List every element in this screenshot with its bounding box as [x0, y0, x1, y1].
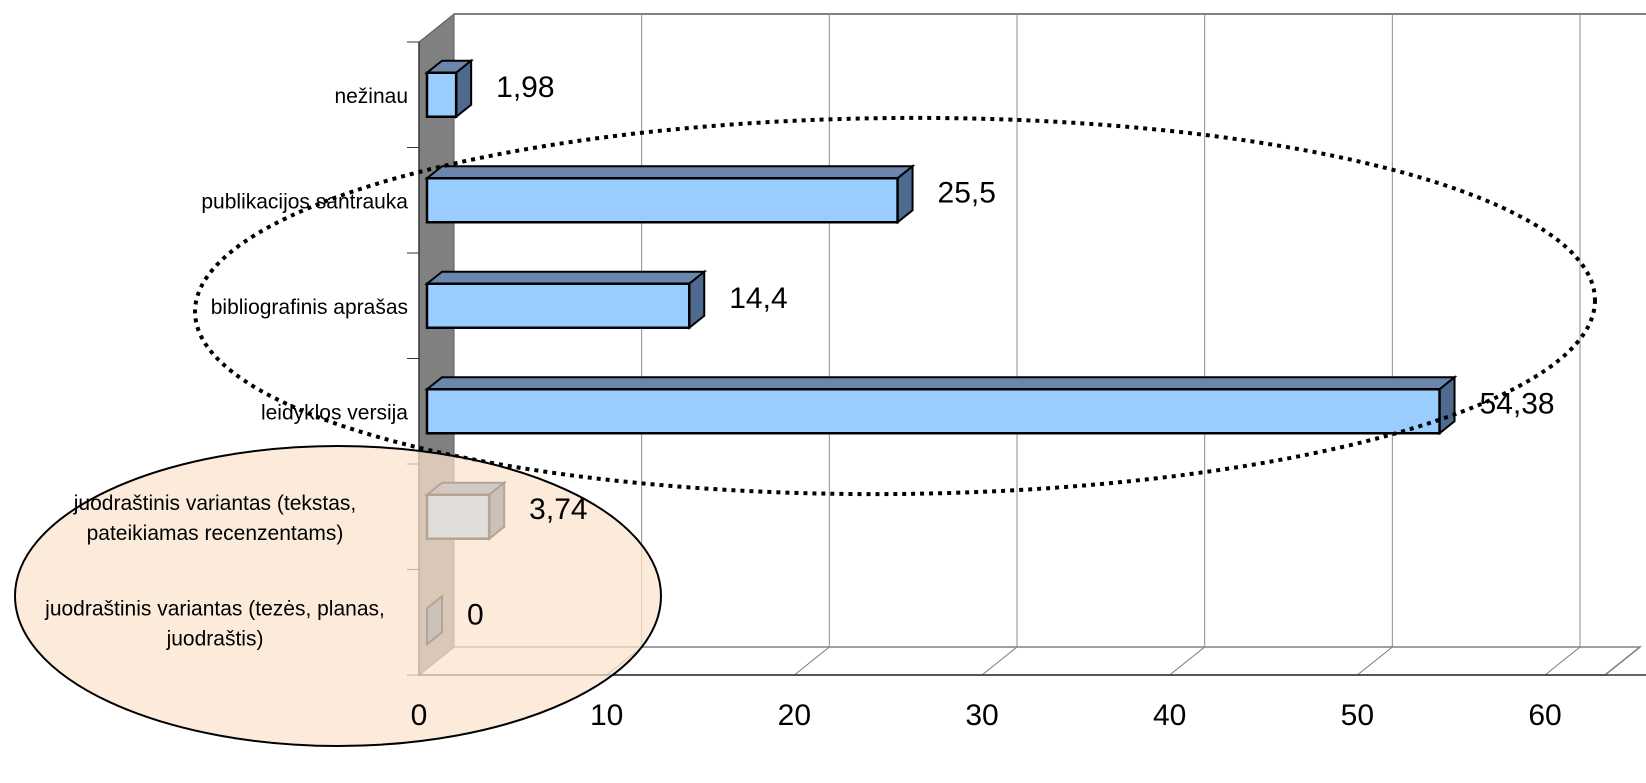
- value-label: 54,38: [1480, 387, 1555, 420]
- bar-front: [425, 388, 1441, 435]
- bar-top: [424, 165, 916, 180]
- category-label: leidyklos versija: [261, 401, 408, 424]
- floor-gridline: [1544, 646, 1581, 676]
- x-tick-label: 20: [778, 699, 811, 732]
- category-label: pateikiamas recenzentams): [87, 522, 344, 545]
- x-tick-label: 40: [1153, 699, 1186, 732]
- floor-gridline: [981, 646, 1018, 676]
- overlay-layer: [14, 115, 1597, 747]
- floor-gridline: [1169, 646, 1205, 676]
- bar-front: [425, 71, 458, 118]
- x-tick-label: 60: [1528, 699, 1561, 732]
- bar-top: [424, 376, 1458, 391]
- x-tick-label: 30: [965, 699, 998, 732]
- value-label: 0: [467, 598, 484, 631]
- bar-front: [425, 177, 899, 224]
- x-tick-label: 0: [411, 699, 428, 732]
- annotation-filled-ellipse: [14, 445, 662, 747]
- value-label: 1,98: [496, 71, 554, 104]
- category-label: publikacijos santrauka: [201, 190, 408, 213]
- category-label: bibliografinis aprašas: [211, 296, 408, 319]
- category-label: juodraštinis variantas (tezės, planas,: [44, 597, 385, 620]
- bar-front: [425, 282, 691, 329]
- bar: [424, 58, 475, 119]
- floor-gridline: [794, 646, 830, 676]
- value-label: 3,74: [529, 493, 587, 526]
- bar: [424, 375, 1458, 436]
- category-label: nežinau: [334, 85, 408, 108]
- labels-layer: 0 10 20 30 40 50 60 1,98 nežinau 25,5 publikacijos…: [44, 71, 1562, 732]
- bar: [424, 269, 708, 330]
- value-label: 14,4: [729, 282, 787, 315]
- category-label: juodraštinis variantas (tekstas,: [73, 492, 356, 515]
- x-tick-label: 50: [1341, 699, 1374, 732]
- floor-gridline: [1357, 646, 1393, 676]
- value-label: 25,5: [938, 176, 996, 209]
- x-tick-label: 10: [590, 699, 623, 732]
- bar: [424, 164, 916, 225]
- annotation-dotted-ellipse: [193, 115, 1597, 497]
- category-label: juodraštis): [166, 627, 264, 650]
- bar-top: [424, 270, 708, 285]
